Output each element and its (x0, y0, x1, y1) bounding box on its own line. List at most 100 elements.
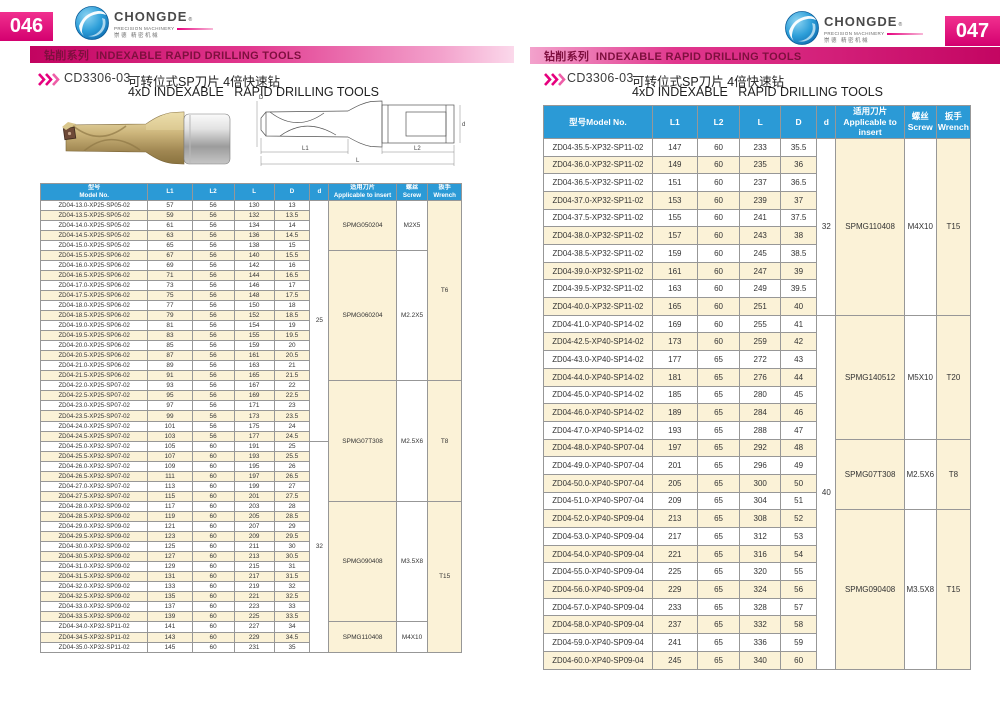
d-cell: 42 (779, 332, 818, 352)
l1-cell: 75 (147, 289, 193, 301)
l1-cell: 99 (147, 410, 193, 422)
table-row: ZD04-58.0-XP40-SP09-04 237 65 332 58 (543, 615, 971, 635)
l-cell: 233 (739, 137, 781, 157)
table-row: ZD04-20.5-XP25-SP06-02 87 56 161 20.5 (39, 350, 462, 362)
l1-cell: 81 (147, 320, 193, 332)
l2-cell: 56 (191, 320, 235, 332)
d-cell: 34 (273, 621, 311, 633)
l2-cell: 65 (696, 350, 741, 369)
series-banner-right: 钻削系列 INDEXABLE RAPID DRILLING TOOLS (530, 47, 1000, 64)
l1-cell: 97 (147, 400, 193, 412)
l2-cell: 56 (191, 380, 235, 392)
model-cell: ZD04-38.5-XP32-SP11-02 (543, 244, 653, 263)
l2-cell: 60 (191, 510, 235, 523)
brand-name: CHONGDE (114, 9, 188, 24)
l1-cell: 103 (147, 430, 193, 442)
model-cell: ZD04-24.5-XP25-SP07-02 (39, 430, 149, 442)
l2-cell: 56 (191, 219, 235, 231)
l2-cell: 60 (696, 190, 741, 210)
table-row: ZD04-43.0-XP40-SP14-02 177 65 272 43 (543, 350, 971, 369)
column-header: 适用刀片 Applicable to insert (328, 183, 397, 201)
d-cell: 19.5 (273, 330, 311, 342)
l-cell: 312 (739, 527, 781, 546)
d-cell: 47 (779, 420, 818, 440)
l-cell: 249 (739, 279, 781, 299)
l-cell: 165 (233, 370, 275, 382)
l1-cell: 117 (147, 500, 193, 512)
l2-cell: 56 (191, 209, 235, 221)
column-header: 型号Model No. (543, 105, 653, 139)
table-row: ZD04-35.5-XP32-SP11-02 147 60 233 35.5 32 SPMG… (543, 137, 972, 316)
l1-cell: 163 (651, 279, 698, 299)
model-cell: ZD04-26.5-XP32-SP07-02 (39, 470, 149, 482)
model-cell: ZD04-28.0-XP32-SP09-02 (39, 500, 149, 512)
model-cell: ZD04-15.0-XP25-SP05-02 (39, 239, 149, 251)
l1-cell: 107 (147, 450, 193, 462)
l1-cell: 125 (147, 541, 193, 553)
model-cell: ZD04-13.0-XP25-SP05-02 (39, 199, 149, 211)
l-cell: 245 (739, 244, 781, 263)
l-cell: 328 (739, 597, 781, 617)
l1-cell: 69 (147, 259, 193, 271)
d-cell: 23.5 (273, 410, 311, 422)
l-cell: 167 (233, 380, 275, 392)
table-row: ZD04-35.0-XP32-SP11-02 145 60 231 35 (39, 641, 462, 653)
l2-cell: 60 (191, 440, 235, 452)
l2-cell: 56 (191, 390, 235, 402)
insert-group-cell: SPMG07T308 (835, 438, 905, 511)
model-cell: ZD04-32.5-XP32-SP09-02 (39, 591, 149, 603)
series-banner-text: 钻削系列 INDEXABLE RAPID DRILLING TOOLS (44, 49, 302, 62)
globe-icon (785, 11, 819, 45)
l1-cell: 233 (651, 597, 698, 617)
l2-cell: 60 (696, 314, 741, 334)
model-cell: ZD04-20.0-XP25-SP06-02 (39, 340, 149, 352)
model-cell: ZD04-36.0-XP32-SP11-02 (543, 155, 653, 175)
column-header: L (233, 183, 275, 201)
d-cell: 29.5 (273, 531, 311, 543)
l2-cell: 60 (191, 541, 235, 553)
model-cell: ZD04-44.0-XP40-SP14-02 (543, 367, 653, 387)
d-cell: 39 (779, 261, 818, 281)
l1-cell: 93 (147, 380, 193, 392)
d-cell: 22.5 (273, 390, 311, 402)
model-cell: ZD04-49.0-XP40-SP07-04 (543, 456, 653, 475)
l1-cell: 127 (147, 551, 193, 563)
series-banner-left: 钻削系列 INDEXABLE RAPID DRILLING TOOLS (30, 46, 514, 63)
l-cell: 163 (233, 360, 275, 372)
l-cell: 148 (233, 289, 275, 301)
l-cell: 175 (233, 420, 275, 432)
l-cell: 138 (233, 239, 275, 251)
l2-cell: 60 (696, 173, 741, 192)
d-group-cell: 40 (816, 314, 837, 670)
model-cell: ZD04-59.0-XP40-SP09-04 (543, 633, 653, 652)
l-cell: 225 (233, 611, 275, 623)
logo-dash (886, 32, 923, 36)
d-cell: 37.5 (779, 208, 818, 228)
l-cell: 144 (233, 269, 275, 281)
l-cell: 255 (739, 314, 781, 334)
table-row: ZD04-46.0-XP40-SP14-02 189 65 284 46 (543, 403, 971, 422)
triple-chevron-icon (544, 73, 566, 86)
l-cell: 280 (739, 385, 781, 405)
l-cell: 316 (739, 544, 781, 564)
l1-cell: 205 (651, 473, 698, 493)
d-cell: 38 (779, 226, 818, 245)
d-cell: 35.5 (779, 137, 818, 157)
model-cell: ZD04-31.0-XP32-SP09-02 (39, 561, 149, 573)
l1-cell: 131 (147, 571, 193, 583)
table-row: ZD04-57.0-XP40-SP09-04 233 65 328 57 (543, 597, 971, 617)
triple-chevron-icon (38, 73, 60, 86)
d-cell: 45 (779, 385, 818, 405)
l2-cell: 60 (191, 621, 235, 633)
l-cell: 231 (233, 641, 275, 653)
product-title-cn: 可转位式SP刀片 4倍快速钻 (128, 75, 281, 89)
l2-cell: 60 (696, 244, 741, 263)
l1-cell: 61 (147, 219, 193, 231)
table-row: ZD04-15.5-XP25-SP06-02 67 56 140 15.5 SPMG060… (39, 249, 462, 382)
l2-cell: 65 (696, 473, 741, 493)
l-cell: 243 (739, 226, 781, 245)
screw-group-cell: M2.5X6 (903, 438, 937, 511)
l1-cell: 119 (147, 510, 193, 523)
